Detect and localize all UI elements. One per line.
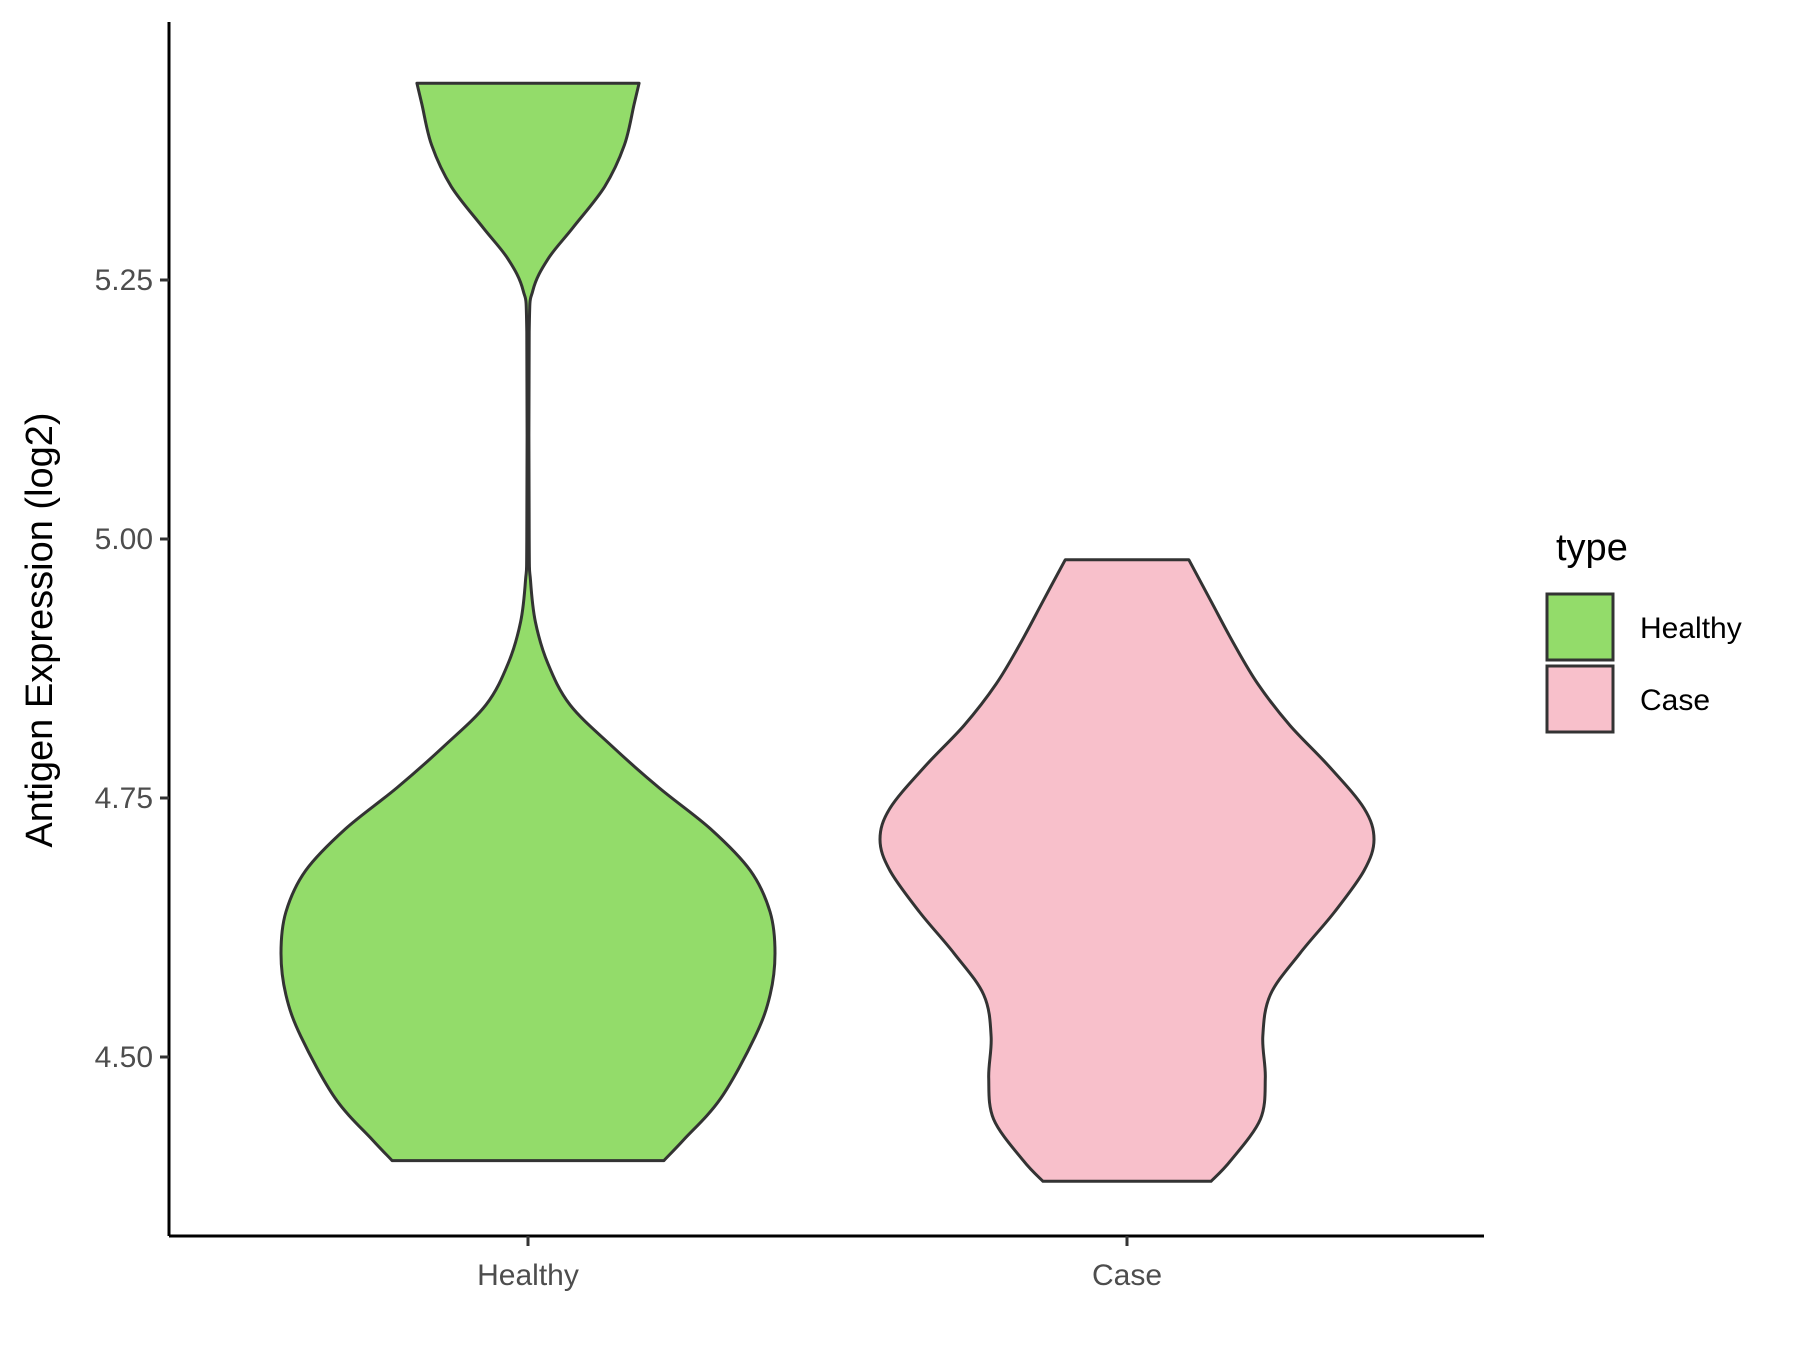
legend-label-healthy: Healthy [1640,612,1742,645]
violin-case [878,558,1376,1183]
x-tick-label: Case [1092,1259,1162,1292]
x-tick-label: Healthy [477,1259,579,1292]
legend-swatch-healthy [1545,592,1615,662]
y-axis-title: Antigen Expression (log2) [19,412,61,847]
legend-swatch-case [1545,664,1615,734]
y-ticks-group: 4.50 4.75 5.00 5.25 [95,264,169,1074]
legend-title: type [1556,527,1628,569]
y-tick-label: 5.00 [95,523,153,556]
violins-group [279,81,1376,1183]
violin-healthy [279,81,777,1163]
x-ticks-group: Healthy Case [477,1236,1162,1292]
y-tick-label: 4.75 [95,782,153,815]
legend: type Healthy Case [1545,527,1742,734]
y-tick-label: 4.50 [95,1041,153,1074]
y-tick-label: 5.25 [95,264,153,297]
legend-label-case: Case [1640,684,1710,717]
